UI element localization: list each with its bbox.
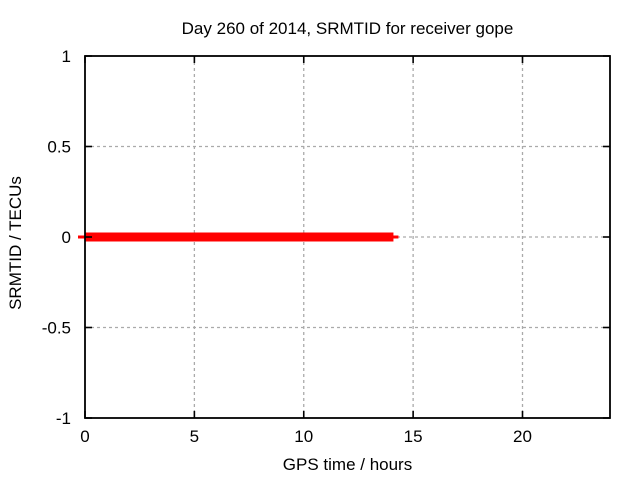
x-tick-label: 5 (190, 427, 199, 446)
y-tick-label: 1 (62, 47, 71, 66)
plot-border (84, 55, 611, 419)
x-tick-label: 0 (80, 427, 89, 446)
x-tick-label: 10 (294, 427, 313, 446)
x-tick-label: 20 (513, 427, 532, 446)
chart-title: Day 260 of 2014, SRMTID for receiver gop… (181, 19, 514, 38)
x-axis-label: GPS time / hours (282, 455, 413, 474)
y-tick-label: 0.5 (47, 138, 71, 157)
y-tick-label: 0 (62, 228, 71, 247)
y-axis-label: SRMTID / TECUs (6, 176, 25, 310)
y-tick-label: -0.5 (42, 319, 71, 338)
x-tick-label: 15 (404, 427, 423, 446)
y-tick-label: -1 (56, 409, 71, 428)
